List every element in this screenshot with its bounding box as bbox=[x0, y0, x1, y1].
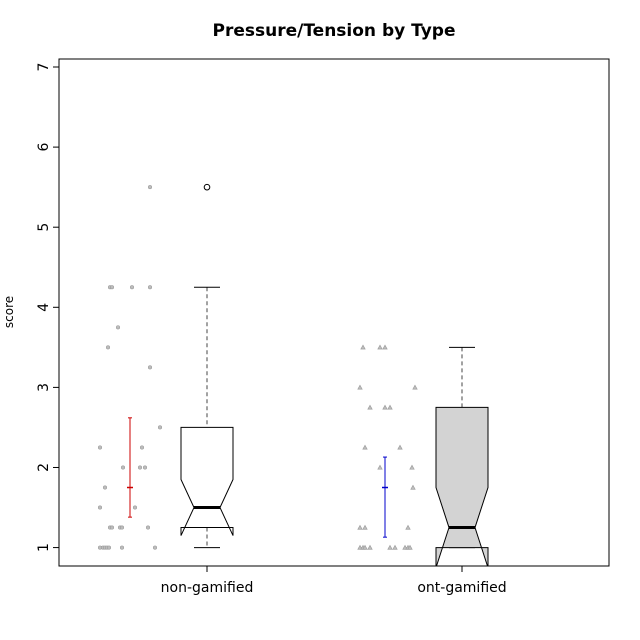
data-point bbox=[392, 544, 398, 550]
data-point bbox=[357, 384, 363, 390]
data-point bbox=[133, 505, 138, 510]
data-point bbox=[382, 404, 388, 410]
data-point bbox=[138, 465, 143, 470]
data-point bbox=[143, 465, 148, 470]
data-point bbox=[360, 344, 366, 350]
data-point bbox=[110, 285, 115, 290]
y-tick-label: 5 bbox=[36, 223, 52, 232]
y-tick-label: 4 bbox=[36, 303, 52, 312]
data-point bbox=[367, 404, 373, 410]
data-point bbox=[110, 525, 115, 530]
data-point bbox=[148, 365, 153, 370]
data-point bbox=[120, 545, 125, 550]
data-point bbox=[367, 544, 373, 550]
data-point bbox=[116, 325, 121, 330]
data-point bbox=[148, 285, 153, 290]
data-point bbox=[130, 285, 135, 290]
x-tick-label: ont-gamified bbox=[417, 580, 506, 596]
y-tick-label: 7 bbox=[36, 63, 52, 72]
data-point bbox=[412, 384, 418, 390]
data-point bbox=[103, 485, 108, 490]
y-tick-label: 1 bbox=[36, 543, 52, 552]
data-point bbox=[106, 345, 111, 350]
data-point bbox=[148, 185, 153, 190]
y-tick-label: 6 bbox=[36, 143, 52, 152]
data-point bbox=[362, 544, 368, 550]
data-point bbox=[362, 524, 368, 530]
data-point bbox=[410, 484, 416, 490]
plot-area: 1 2 3 4 5 6 7 non-gamified ont-gamified bbox=[36, 58, 610, 596]
data-point bbox=[98, 505, 103, 510]
data-point bbox=[387, 544, 393, 550]
data-point bbox=[387, 404, 393, 410]
data-point bbox=[107, 545, 112, 550]
data-point bbox=[140, 445, 145, 450]
data-point bbox=[146, 525, 151, 530]
plot-frame bbox=[58, 58, 610, 567]
outlier-point bbox=[203, 183, 211, 191]
data-point bbox=[357, 524, 363, 530]
data-point bbox=[153, 545, 158, 550]
chart-title: Pressure/Tension by Type bbox=[213, 21, 456, 41]
notched-box bbox=[435, 406, 489, 566]
data-point bbox=[409, 464, 415, 470]
data-point bbox=[362, 444, 368, 450]
plot-content bbox=[98, 183, 489, 566]
data-point bbox=[120, 525, 125, 530]
data-point bbox=[158, 425, 163, 430]
y-tick-label: 2 bbox=[36, 463, 52, 472]
data-point bbox=[397, 444, 403, 450]
y-tick-label: 3 bbox=[36, 383, 52, 392]
y-axis-label: score bbox=[2, 296, 16, 328]
data-point bbox=[407, 544, 413, 550]
data-point bbox=[377, 344, 383, 350]
x-tick-label: non-gamified bbox=[161, 580, 254, 596]
notched-box bbox=[180, 426, 234, 536]
data-point bbox=[98, 445, 103, 450]
data-point bbox=[382, 344, 388, 350]
data-point bbox=[377, 464, 383, 470]
data-point bbox=[405, 524, 411, 530]
data-point bbox=[121, 465, 126, 470]
